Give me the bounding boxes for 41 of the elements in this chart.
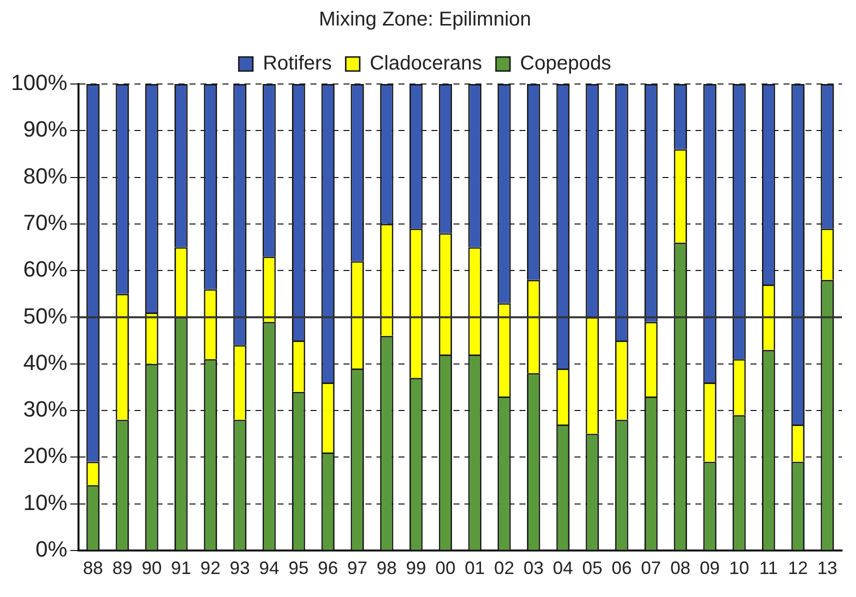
y-tick-label: 100% [10,70,68,96]
chart-title: Mixing Zone: Epilimnion [318,8,532,31]
x-tick-label: 11 [759,558,778,578]
y-tick-label: 60% [23,256,68,282]
y-tick-label: 70% [23,210,68,235]
x-tick-label: 13 [817,558,838,578]
x-tick-label: 89 [112,558,132,578]
x-tick-label: 88 [82,558,103,578]
y-tick-label: 80% [23,163,68,188]
x-tick-label: 96 [318,558,338,578]
x-tick-label: 06 [612,558,632,578]
x-tick-label: 99 [406,558,426,578]
x-tick-label: 92 [200,558,220,578]
legend-label: Rotifers [262,52,332,75]
x-tick-label: 09 [700,558,720,578]
x-tick-label: 93 [230,558,250,578]
x-tick-label: 90 [142,558,162,578]
x-tick-label: 98 [376,558,397,578]
x-tick-label: 03 [524,558,544,578]
x-tick-label: 91 [171,558,192,578]
y-tick-label: 20% [23,443,68,468]
x-tick-label: 95 [288,558,309,578]
x-tick-label: 07 [641,558,662,578]
y-tick-label: 50% [23,303,68,328]
x-tick-label: 08 [670,558,690,578]
x-tick-label: 94 [259,558,280,578]
x-tick-label: 02 [494,558,514,578]
x-tick-label: 10 [729,558,750,578]
legend-label: Cladocerans [370,52,482,75]
x-tick-label: 04 [552,558,573,578]
y-tick-label: 40% [23,350,68,375]
legend-label: Copepods [520,52,612,75]
x-tick-label: 12 [788,558,808,578]
x-tick-label: 97 [347,558,368,578]
y-tick-label: 90% [23,116,68,142]
x-tick-label: 05 [582,558,602,578]
y-tick-label: 0% [35,536,68,562]
x-tick-label: 01 [464,558,485,578]
y-tick-label: 30% [23,396,68,422]
x-tick-label: 00 [435,558,456,578]
y-tick-label: 10% [23,490,68,515]
